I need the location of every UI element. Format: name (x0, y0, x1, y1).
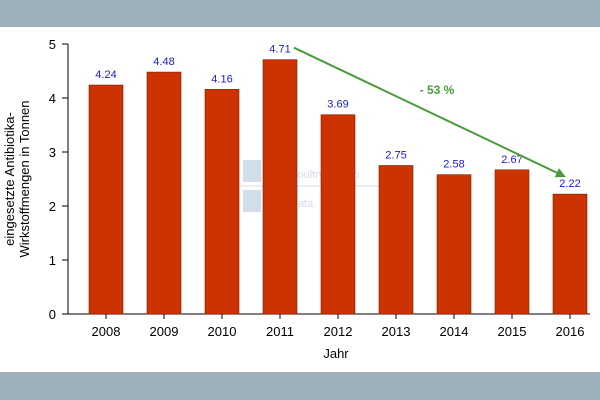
data-label: 2.22 (559, 178, 580, 190)
bar (204, 89, 240, 315)
data-label: 3.69 (327, 99, 348, 111)
data-label: 4.24 (95, 69, 116, 81)
bar (378, 165, 414, 315)
top-band (0, 0, 600, 27)
bar (262, 59, 298, 315)
y-tick-label: 2 (49, 199, 56, 214)
y-axis-title-line2: Wirkstoffmengen in Tonnen (17, 100, 32, 257)
data-label: 4.71 (269, 44, 290, 56)
x-tick-label: 2012 (324, 324, 353, 339)
data-label: 4.48 (153, 56, 174, 68)
x-axis-title: Jahr (323, 346, 349, 361)
bar (88, 84, 124, 315)
x-tick-label: 2015 (498, 324, 527, 339)
x-tick-label: 2011 (266, 324, 294, 339)
y-tick-label: 3 (49, 145, 56, 160)
bar (320, 114, 356, 315)
y-axis-title-line1: eingesetzte Antibiotika- (2, 112, 17, 246)
x-tick-label: 2013 (382, 324, 411, 339)
y-tick-label: 4 (49, 91, 56, 106)
bar (436, 174, 472, 315)
y-tick-label: 0 (49, 307, 56, 322)
bar (552, 193, 588, 315)
data-label: 2.58 (443, 159, 464, 171)
x-tick-label: 2016 (556, 324, 585, 339)
bar (494, 169, 530, 315)
y-tick-label: 5 (49, 37, 56, 52)
trend-annotation: - 53 % (420, 83, 455, 97)
bar (146, 71, 182, 315)
data-label: 2.67 (501, 154, 522, 166)
x-tick-label: 2008 (92, 324, 121, 339)
data-label: 2.75 (385, 150, 406, 162)
trend-arrow (293, 46, 566, 178)
x-tick-label: 2014 (440, 324, 469, 339)
watermark-logo: Poultry Health Data (228, 160, 400, 212)
x-tick-label: 2009 (150, 324, 179, 339)
data-label: 4.16 (211, 73, 232, 85)
x-tick-label: 2010 (208, 324, 237, 339)
bottom-band (0, 372, 600, 400)
y-tick-label: 1 (49, 253, 56, 268)
